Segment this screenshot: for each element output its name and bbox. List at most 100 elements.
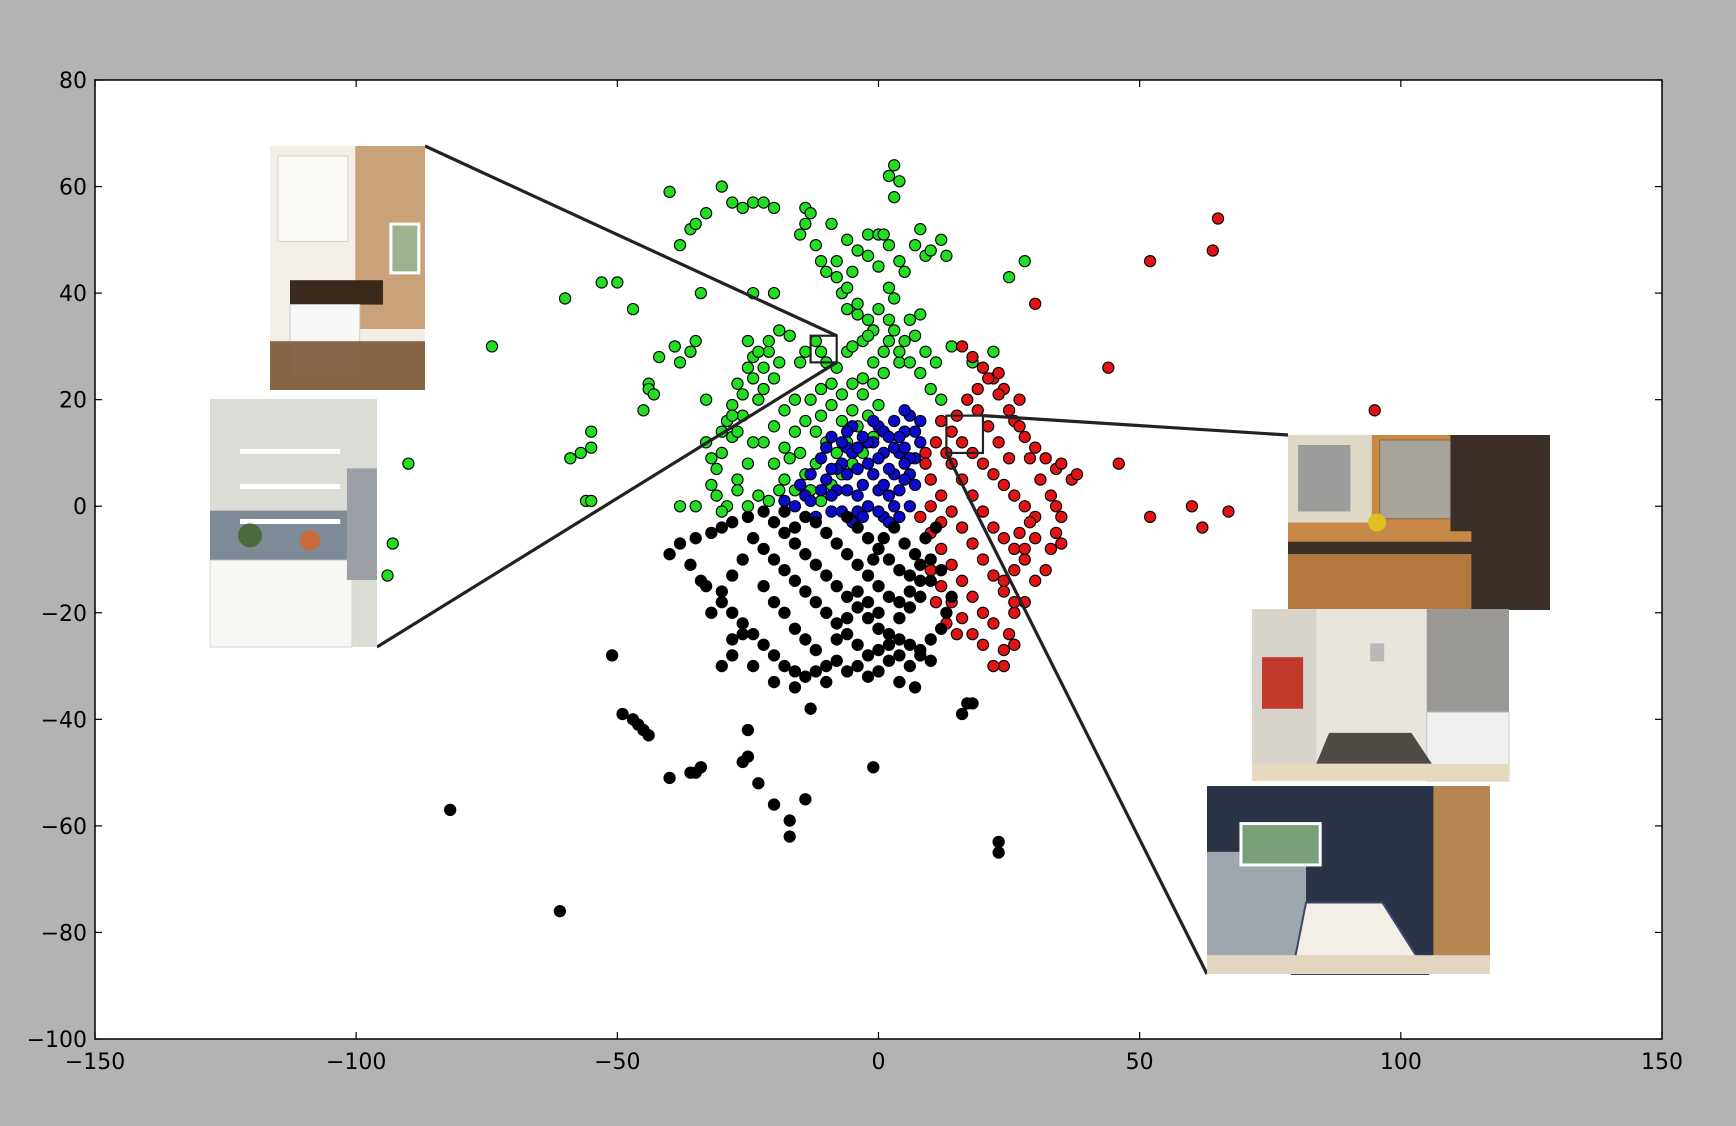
data-point xyxy=(861,313,875,326)
data-point xyxy=(908,548,922,561)
data-point xyxy=(893,564,906,577)
data-point xyxy=(1008,542,1021,555)
data-point xyxy=(872,542,885,555)
data-point xyxy=(861,249,875,262)
data-point xyxy=(825,489,838,502)
data-point xyxy=(1055,537,1068,550)
data-point xyxy=(992,436,1005,449)
data-point xyxy=(903,569,916,582)
data-point xyxy=(752,393,765,406)
data-point xyxy=(955,340,969,353)
kitchen-photo-wood-cabinets-sink xyxy=(1288,435,1550,610)
data-point xyxy=(736,388,749,401)
data-point xyxy=(908,329,922,342)
data-point xyxy=(830,579,843,593)
data-point xyxy=(987,468,1000,481)
x-tick-label: −150 xyxy=(65,1050,125,1075)
data-point xyxy=(799,585,812,598)
data-point xyxy=(851,558,864,571)
data-point xyxy=(841,548,854,561)
data-point xyxy=(882,281,896,294)
series-0 xyxy=(381,159,1031,582)
data-point xyxy=(851,585,864,598)
data-point xyxy=(705,606,718,619)
data-point xyxy=(778,526,791,540)
data-point xyxy=(924,473,937,486)
data-point xyxy=(893,254,906,268)
data-point xyxy=(966,350,979,364)
data-point xyxy=(861,329,875,342)
data-point xyxy=(835,414,849,428)
x-tick-label: 100 xyxy=(1380,1050,1422,1075)
scatter-points xyxy=(381,159,1381,918)
data-point xyxy=(783,329,796,342)
data-point xyxy=(987,659,1000,673)
data-point xyxy=(924,574,937,587)
data-point xyxy=(1044,542,1058,555)
data-point xyxy=(595,276,608,289)
data-point xyxy=(888,414,901,428)
data-point xyxy=(762,345,775,358)
data-point xyxy=(726,569,739,582)
data-point xyxy=(919,532,932,545)
data-point xyxy=(757,505,770,518)
data-point xyxy=(830,617,843,630)
data-point xyxy=(1018,254,1031,268)
data-point xyxy=(1039,564,1052,577)
data-point xyxy=(1023,516,1037,529)
data-point xyxy=(715,521,728,534)
data-point xyxy=(935,579,948,593)
data-point xyxy=(794,356,807,369)
data-point xyxy=(773,324,786,337)
data-point xyxy=(1039,452,1052,465)
data-point xyxy=(914,223,927,236)
data-point xyxy=(402,457,415,470)
data-point xyxy=(924,500,937,513)
data-point xyxy=(945,558,958,571)
data-point xyxy=(882,313,896,326)
data-point xyxy=(929,595,943,609)
data-point xyxy=(856,510,869,524)
data-point xyxy=(1034,473,1047,486)
data-point xyxy=(908,239,922,252)
data-point xyxy=(799,670,812,683)
data-point xyxy=(950,627,963,641)
data-point xyxy=(799,510,812,524)
data-point xyxy=(668,340,681,353)
data-point xyxy=(767,286,781,300)
data-point xyxy=(976,553,990,566)
data-point xyxy=(945,340,958,353)
data-point xyxy=(1055,510,1068,524)
data-point xyxy=(898,265,911,278)
data-point xyxy=(903,585,916,598)
y-tick-label: −80 xyxy=(41,921,87,946)
data-point xyxy=(778,494,791,508)
data-point xyxy=(851,441,864,454)
data-point xyxy=(799,548,812,561)
data-point xyxy=(386,537,399,550)
data-point xyxy=(841,627,854,641)
data-point xyxy=(877,366,890,380)
data-point xyxy=(1023,452,1037,465)
data-point xyxy=(861,649,875,662)
series-1 xyxy=(778,404,927,529)
data-point xyxy=(914,366,927,380)
data-point xyxy=(882,462,896,476)
data-point xyxy=(736,627,749,641)
data-point xyxy=(861,670,875,683)
data-point xyxy=(898,334,911,348)
data-point xyxy=(924,553,937,566)
data-point xyxy=(830,633,843,646)
data-point xyxy=(1002,404,1016,417)
data-point xyxy=(553,904,567,918)
data-point xyxy=(710,462,723,476)
data-point xyxy=(924,564,937,577)
data-point xyxy=(767,675,781,689)
data-point xyxy=(616,707,629,721)
data-point xyxy=(767,595,781,609)
data-point xyxy=(997,532,1011,545)
data-point xyxy=(1211,212,1225,225)
data-point xyxy=(903,638,916,651)
data-point xyxy=(898,537,911,550)
data-point xyxy=(976,361,990,374)
